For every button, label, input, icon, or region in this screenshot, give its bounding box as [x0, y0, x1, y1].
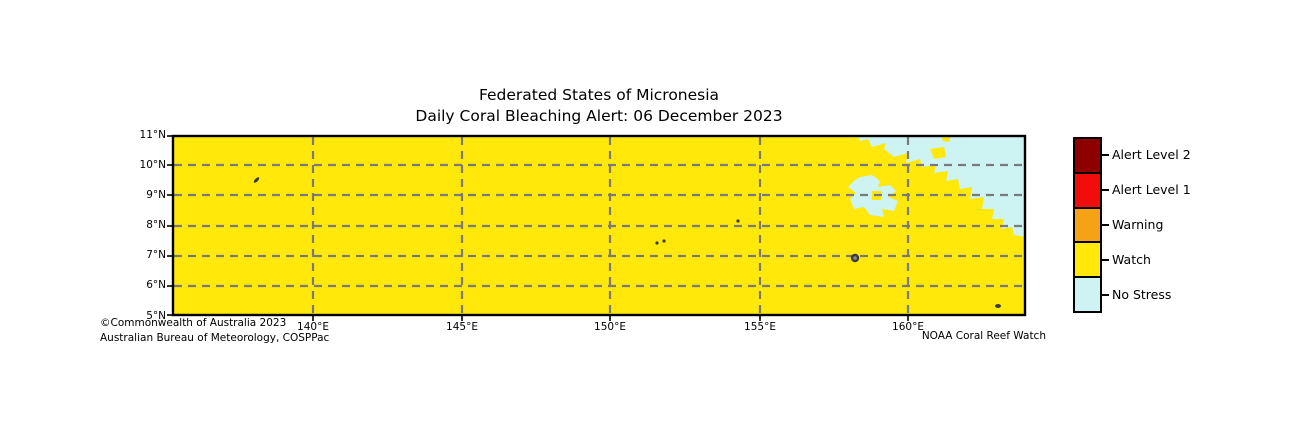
legend-label-warning: Warning [1112, 217, 1164, 232]
xtick-155e: 155°E [744, 321, 776, 333]
ytick-5n: 5°N [146, 310, 166, 322]
island-marker [253, 177, 260, 183]
xtick-160e: 160°E [892, 321, 924, 333]
legend-swatch-warning [1075, 206, 1100, 242]
chart-title-line2: Daily Coral Bleaching Alert: 06 December… [415, 107, 783, 125]
attribution: ©Commonwealth of Australia 2023 Australi… [100, 316, 329, 346]
legend-label-no-stress: No Stress [1112, 287, 1172, 302]
legend-tick [1102, 189, 1109, 191]
no-stress-region [857, 135, 1026, 237]
legend-tick [1102, 224, 1109, 226]
axis-ticks [167, 135, 909, 321]
island-marker [662, 239, 666, 243]
legend-label-watch: Watch [1112, 252, 1151, 267]
legend-colorbar [1073, 137, 1102, 313]
attribution-line1: ©Commonwealth of Australia 2023 [100, 317, 287, 329]
plot-border [171, 134, 1027, 317]
ytick-6n: 6°N [146, 279, 166, 291]
island-marker-lagoon [853, 256, 857, 260]
legend-swatch-alert-level-1 [1075, 171, 1100, 207]
xtick-150e: 150°E [594, 321, 626, 333]
legend-label-alert-level-1: Alert Level 1 [1112, 182, 1191, 197]
ytick-7n: 7°N [146, 249, 166, 261]
graticule [174, 137, 1024, 314]
map-plot [167, 134, 1027, 321]
noaa-credit: NOAA Coral Reef Watch [921, 330, 1046, 342]
legend-tick [1102, 259, 1109, 261]
legend-label-alert-level-2: Alert Level 2 [1112, 147, 1191, 162]
ytick-10n: 10°N [139, 159, 166, 171]
ytick-9n: 9°N [146, 189, 166, 201]
ytick-11n: 11°N [139, 129, 166, 141]
attribution-line2: Australian Bureau of Meteorology, COSPPa… [100, 332, 330, 344]
chart-title-line1: Federated States of Micronesia [478, 86, 720, 104]
xtick-140e: 140°E [297, 321, 329, 333]
legend-swatch-watch [1075, 241, 1100, 277]
island-markers [253, 177, 1001, 308]
legend-swatch-alert-level-2 [1075, 139, 1100, 172]
legend-tick [1102, 294, 1109, 296]
island-marker [655, 241, 659, 245]
xtick-145e: 145°E [446, 321, 478, 333]
legend-swatch-no-stress [1075, 276, 1100, 311]
watch-speck [930, 147, 946, 159]
island-marker [736, 219, 740, 223]
ytick-8n: 8°N [146, 219, 166, 231]
island-marker [995, 304, 1001, 308]
chart-title: Federated States of Micronesia Daily Cor… [172, 85, 1026, 127]
legend-tick [1102, 154, 1109, 156]
